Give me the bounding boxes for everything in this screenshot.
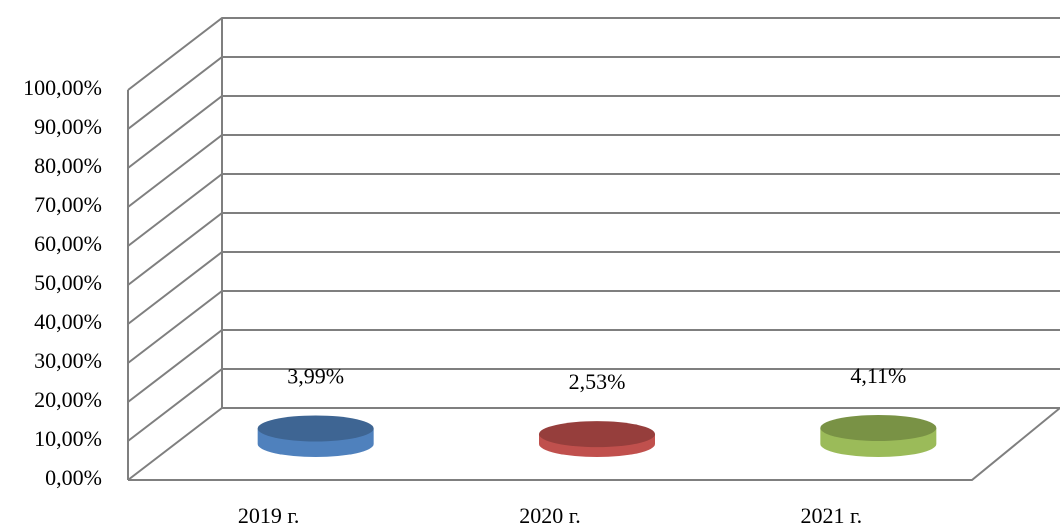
y-tick-label: 0,00% [45, 465, 102, 490]
y-tick-label: 20,00% [34, 387, 102, 412]
x-tick-label: 2019 г. [238, 503, 300, 528]
grid-line [127, 95, 1060, 169]
grid-line [127, 407, 1060, 481]
data-label: 2,53% [569, 369, 626, 394]
bar-top [257, 415, 374, 442]
grid-line [127, 212, 1060, 286]
x-tick-label: 2021 г. [801, 503, 863, 528]
grid-line [127, 290, 1060, 364]
y-tick-label: 100,00% [23, 75, 102, 100]
grid-line [127, 329, 1060, 403]
floor-edge [128, 407, 1060, 481]
grid-line [127, 251, 1060, 325]
y-tick-label: 30,00% [34, 348, 102, 373]
grid-line [127, 17, 1060, 91]
grid-line [127, 56, 1060, 130]
y-tick-label: 40,00% [34, 309, 102, 334]
y-tick-label: 90,00% [34, 114, 102, 139]
data-label: 3,99% [287, 363, 344, 388]
grid-line [127, 368, 1060, 442]
data-label: 4,11% [850, 363, 906, 388]
bar-top [820, 414, 937, 441]
y-tick-label: 80,00% [34, 153, 102, 178]
grid-line [127, 134, 1060, 208]
x-tick-label: 2020 г. [519, 503, 581, 528]
bar-top [539, 421, 655, 448]
y-tick-label: 50,00% [34, 270, 102, 295]
y-tick-label: 70,00% [34, 192, 102, 217]
grid-line [127, 173, 1060, 247]
y-tick-label: 60,00% [34, 231, 102, 256]
y-tick-label: 10,00% [34, 426, 102, 451]
